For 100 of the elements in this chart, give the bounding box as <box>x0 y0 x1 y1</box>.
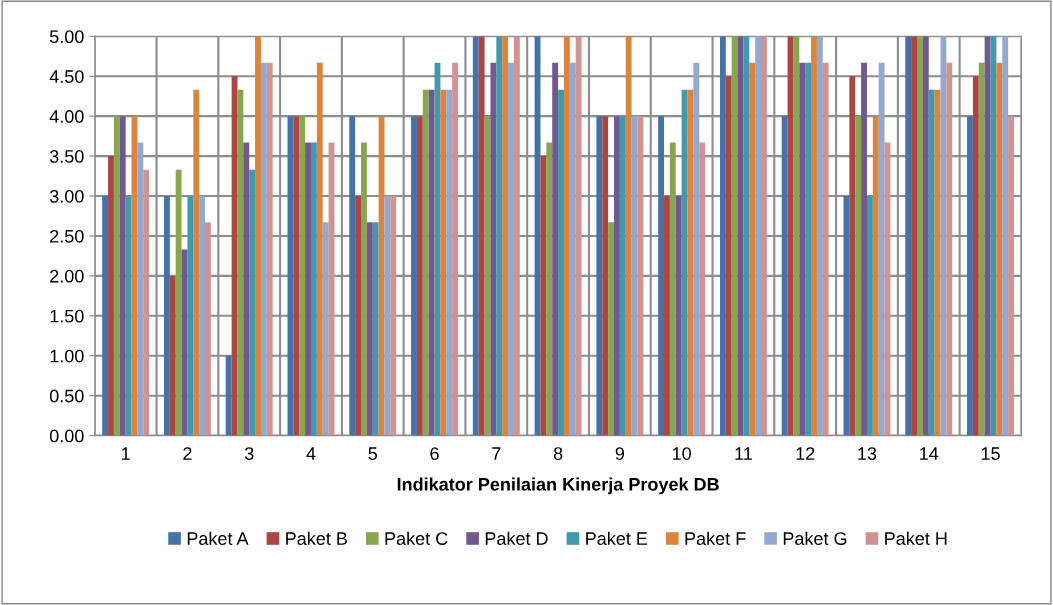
bar <box>372 222 379 436</box>
bar <box>446 89 453 436</box>
bar <box>513 36 520 436</box>
bar <box>349 116 356 436</box>
bar <box>472 36 479 436</box>
bar <box>799 62 806 436</box>
bar <box>163 196 170 436</box>
bar <box>361 142 367 436</box>
bar <box>366 222 373 436</box>
bar <box>187 196 194 436</box>
bar <box>922 36 929 436</box>
bar <box>452 62 459 436</box>
bar <box>793 36 800 436</box>
bar <box>967 116 973 436</box>
bar <box>558 89 564 436</box>
x-tick-label: 3 <box>244 447 254 460</box>
bar <box>137 142 144 436</box>
bar <box>260 62 267 436</box>
bar <box>193 89 200 436</box>
bar <box>749 62 756 436</box>
bar <box>811 36 817 436</box>
x-tick-label: 5 <box>368 447 378 460</box>
bar <box>199 196 206 436</box>
bar <box>237 89 244 436</box>
bar <box>575 36 582 436</box>
legend-label: Paket F <box>685 531 746 545</box>
legend-label: Paket E <box>586 531 648 545</box>
bar <box>563 36 570 436</box>
y-tick-label: 3.00 <box>49 189 84 203</box>
bar <box>725 76 732 436</box>
bar <box>946 62 953 436</box>
bar <box>972 76 979 436</box>
bar <box>917 36 923 436</box>
bar <box>608 222 614 436</box>
bar <box>781 116 788 436</box>
bar <box>911 36 918 436</box>
bar <box>928 89 935 436</box>
bar <box>822 62 829 436</box>
bar <box>719 36 726 436</box>
bar <box>940 36 947 436</box>
x-tick-label: 10 <box>672 447 691 460</box>
bar <box>978 62 985 436</box>
bar <box>625 36 632 436</box>
bar <box>872 116 879 436</box>
bar <box>108 156 114 436</box>
x-tick-label: 1 <box>122 447 130 460</box>
bar <box>699 142 706 436</box>
bar <box>299 116 306 436</box>
bar <box>355 196 362 436</box>
bar <box>693 62 700 436</box>
bar <box>761 36 767 436</box>
bar <box>119 116 126 436</box>
bar <box>540 156 547 436</box>
legend-label: Paket C <box>385 531 448 545</box>
bar <box>755 36 762 436</box>
legend-label: Paket H <box>885 531 947 545</box>
bar <box>805 62 812 436</box>
bar <box>637 116 644 436</box>
bar <box>310 142 317 436</box>
bar <box>502 36 509 436</box>
bar <box>390 196 397 436</box>
bar <box>384 196 391 436</box>
bar <box>984 36 991 436</box>
bar <box>496 36 503 436</box>
bar <box>1008 116 1014 436</box>
bar <box>546 142 553 436</box>
x-tick-label: 12 <box>796 447 815 460</box>
bar <box>569 62 576 436</box>
y-tick-label: 3.50 <box>49 150 84 163</box>
y-tick-label: 4.00 <box>49 110 84 123</box>
x-tick-label: 11 <box>735 447 752 460</box>
bar <box>125 196 132 436</box>
bar <box>552 62 559 436</box>
bar <box>731 36 738 436</box>
bar <box>1002 36 1009 436</box>
bar <box>669 142 676 436</box>
x-tick-label: 14 <box>920 447 939 460</box>
legend-label: Paket G <box>783 531 847 545</box>
x-tick-label: 8 <box>553 447 563 460</box>
bar <box>878 62 885 436</box>
y-tick-label: 5.00 <box>49 30 84 44</box>
bar <box>169 275 176 436</box>
x-tick-label: 15 <box>981 447 1000 460</box>
bar <box>508 62 514 436</box>
legend-label: Paket A <box>187 531 249 545</box>
x-tick-label: 2 <box>183 447 192 460</box>
bar <box>411 116 417 436</box>
bar <box>490 62 497 436</box>
y-tick-label: 1.00 <box>50 349 84 363</box>
bar <box>440 89 447 436</box>
y-tick-label: 4.50 <box>49 70 84 83</box>
bar <box>102 196 109 436</box>
bar <box>843 196 850 436</box>
legend-label: Paket B <box>286 531 347 545</box>
bar <box>596 116 603 436</box>
y-tick-label: 0.00 <box>49 429 84 443</box>
x-tick-label: 7 <box>492 447 501 460</box>
y-tick-label: 1.50 <box>50 309 84 323</box>
bar <box>478 36 485 436</box>
bar <box>664 196 670 436</box>
